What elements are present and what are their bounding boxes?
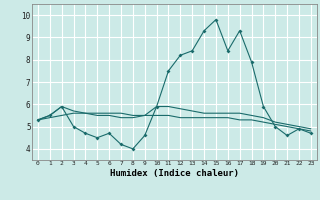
X-axis label: Humidex (Indice chaleur): Humidex (Indice chaleur) — [110, 169, 239, 178]
